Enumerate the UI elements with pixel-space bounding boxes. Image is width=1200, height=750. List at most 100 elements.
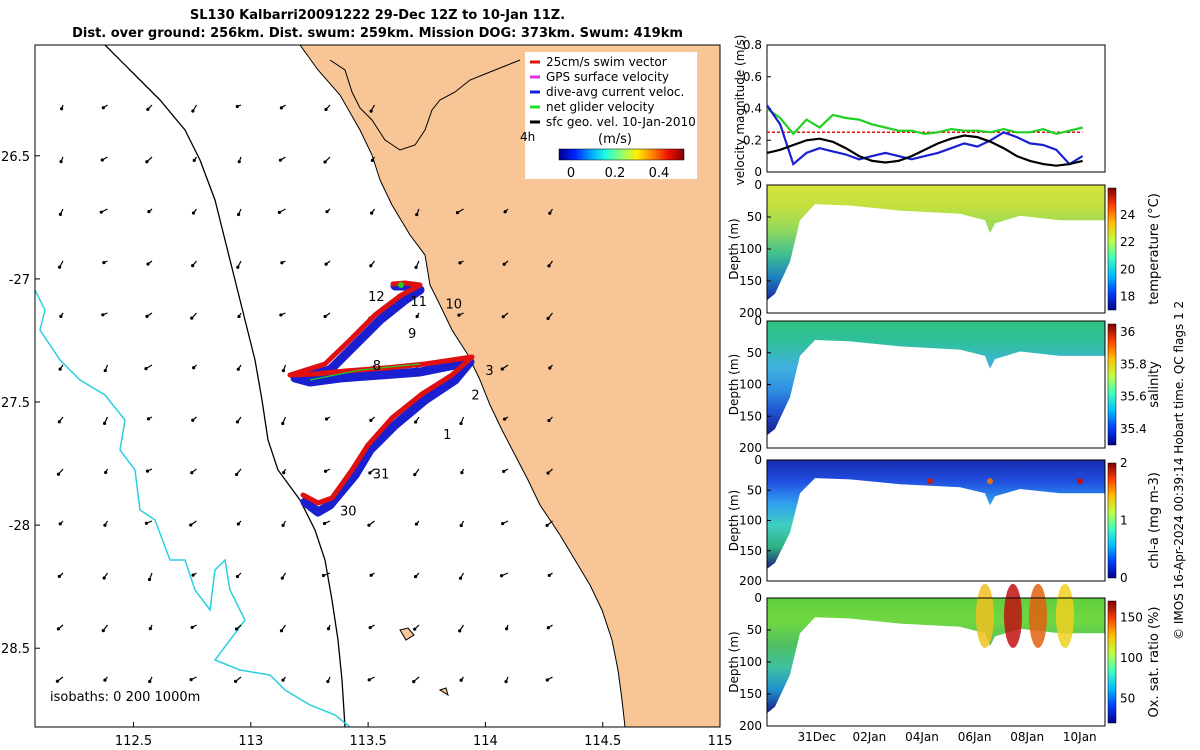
geo-velocity-arrowhead bbox=[459, 678, 463, 682]
colorbar-label-salinity: salinity bbox=[1147, 361, 1162, 408]
geo-velocity-arrowhead bbox=[103, 523, 107, 527]
geo-velocity-arrowhead bbox=[412, 679, 416, 684]
colorbar-tick-label: 35.4 bbox=[1120, 422, 1147, 436]
geo-velocity-arrowhead bbox=[546, 316, 550, 321]
depth-tick-label: 200 bbox=[739, 441, 762, 455]
geo-velocity-arrowhead bbox=[367, 678, 371, 682]
heatmap-chl-a bbox=[767, 460, 1105, 569]
colorbar-tick-label: 0 bbox=[1120, 571, 1128, 585]
island bbox=[438, 687, 449, 697]
geo-velocity-arrowhead bbox=[414, 265, 418, 269]
geo-velocity-arrowhead bbox=[326, 679, 330, 684]
time-marker-label: 4h bbox=[520, 130, 535, 144]
geo-velocity-arrowhead bbox=[147, 577, 152, 582]
depth-axis-label: Depth (m) bbox=[727, 631, 741, 692]
velocity-y-tick-label: 0.8 bbox=[743, 38, 762, 52]
track-day-label: 8 bbox=[373, 359, 381, 374]
colorbar-tick-label: 35.8 bbox=[1120, 357, 1147, 371]
chl-a-hotspot bbox=[927, 478, 933, 485]
chl-a-hotspot bbox=[987, 478, 993, 485]
colorbar-tick-label: 24 bbox=[1120, 208, 1135, 222]
track-day-label: 11 bbox=[410, 295, 427, 310]
colorbar-tick-label: 0.2 bbox=[605, 166, 626, 181]
geo-velocity-arrowhead bbox=[368, 471, 372, 475]
geo-velocity-arrowhead bbox=[191, 211, 196, 215]
geo-velocity-arrowhead bbox=[145, 469, 150, 473]
depth-tick-label: 50 bbox=[747, 623, 762, 637]
island bbox=[399, 627, 415, 641]
velocity-y-tick-label: 0.4 bbox=[743, 102, 762, 116]
geo-velocity-arrowhead bbox=[413, 575, 418, 579]
geo-velocity-arrowhead bbox=[146, 262, 150, 266]
geo-velocity-arrowhead bbox=[58, 265, 62, 269]
geo-velocity-arrowhead bbox=[148, 627, 152, 631]
depth-tick-label: 0 bbox=[754, 314, 762, 328]
time-tick-label: 04Jan bbox=[905, 730, 939, 744]
geo-velocity-arrowhead bbox=[235, 104, 239, 109]
geo-velocity-arrowhead bbox=[503, 417, 507, 421]
time-tick-label: 08Jan bbox=[1010, 730, 1044, 744]
geo-velocity-arrowhead bbox=[323, 314, 327, 319]
velocity-y-tick-label: 0.2 bbox=[743, 133, 762, 147]
depth-tick-label: 200 bbox=[739, 574, 762, 588]
geo-velocity-arrowhead bbox=[324, 262, 328, 266]
geo-velocity-arrowhead bbox=[234, 627, 239, 631]
geo-velocity-arrowhead bbox=[369, 264, 373, 268]
map-content: 12 11 10 9 8 32 1 31 30 bbox=[35, 45, 720, 727]
geo-velocity-arrowhead bbox=[191, 109, 195, 113]
geo-velocity-arrowhead bbox=[234, 472, 239, 477]
track-day-label: 30 bbox=[340, 504, 357, 519]
geo-velocity-arrowhead bbox=[504, 680, 508, 684]
geo-velocity-arrowhead bbox=[548, 211, 552, 215]
geo-velocity-arrowhead bbox=[236, 522, 240, 526]
geo-velocity-arrowhead bbox=[370, 158, 374, 162]
geo-velocity-arrowhead bbox=[101, 106, 105, 110]
geo-velocity-arrowhead bbox=[499, 574, 504, 578]
track-start-marker bbox=[398, 282, 404, 288]
speed-colorbar bbox=[558, 148, 685, 161]
geo-velocity-arrowhead bbox=[101, 313, 105, 317]
geo-velocity-arrowhead bbox=[189, 523, 193, 527]
colorbar-label-chl-a: chl-a (mg m-3) bbox=[1147, 472, 1162, 569]
track-day-label: 10 bbox=[446, 297, 463, 312]
geo-velocity-arrowhead bbox=[502, 469, 506, 474]
geo-velocity-arrowhead bbox=[58, 212, 62, 216]
geo-velocity-arrowhead bbox=[101, 628, 105, 633]
geo-velocity-arrowhead bbox=[459, 523, 463, 528]
geo-velocity-arrowhead bbox=[102, 421, 107, 425]
geo-velocity-arrowhead bbox=[324, 107, 328, 112]
colorbar-label-oxygen: Ox. sat. ratio (%) bbox=[1147, 607, 1162, 718]
track-day-label: 3 bbox=[485, 364, 493, 379]
geo-velocity-arrowhead bbox=[368, 625, 372, 630]
geo-velocity-arrowhead bbox=[505, 627, 509, 631]
colorbar-tick-label: 18 bbox=[1120, 289, 1135, 303]
geo-velocity-arrowhead bbox=[503, 210, 507, 214]
colorbar-tick-label: 1 bbox=[1120, 514, 1128, 528]
track-day-label: 9 bbox=[408, 327, 416, 342]
geo-velocity-arrowhead bbox=[323, 160, 327, 164]
geo-velocity-arrowhead bbox=[367, 523, 371, 527]
depth-tick-label: 0 bbox=[754, 178, 762, 192]
geo-velocity-arrowhead bbox=[369, 573, 373, 577]
geo-velocity-arrowhead bbox=[56, 472, 61, 476]
map-y-tick-label: 27.5 bbox=[1, 396, 30, 411]
oxygen-maximum-blob bbox=[1004, 583, 1022, 648]
track-day-label: 12 bbox=[368, 290, 385, 305]
geo-velocity-arrowhead bbox=[370, 211, 374, 215]
depth-tick-label: 200 bbox=[739, 306, 762, 320]
time-tick-label: 31Dec bbox=[798, 730, 837, 744]
geo-velocity-arrowhead bbox=[148, 679, 152, 684]
geo-velocity-arrowhead bbox=[58, 367, 62, 371]
legend-entry-label: net glider velocity bbox=[546, 100, 654, 114]
geo-velocity-arrowhead bbox=[325, 210, 329, 214]
track-day-label: 31 bbox=[373, 467, 390, 482]
geo-velocity-arrowhead bbox=[414, 420, 418, 424]
geo-velocity-arrowhead bbox=[191, 573, 195, 577]
map-y-tick-label: 28.5 bbox=[1, 642, 30, 657]
geo-velocity-arrowhead bbox=[279, 629, 284, 633]
map-x-tick-label: 112.5 bbox=[115, 734, 152, 749]
geo-velocity-arrowhead bbox=[191, 263, 195, 268]
geo-velocity-arrowhead bbox=[237, 314, 241, 319]
geo-velocity-arrowhead bbox=[501, 522, 505, 526]
geo-velocity-arrowhead bbox=[278, 158, 283, 162]
